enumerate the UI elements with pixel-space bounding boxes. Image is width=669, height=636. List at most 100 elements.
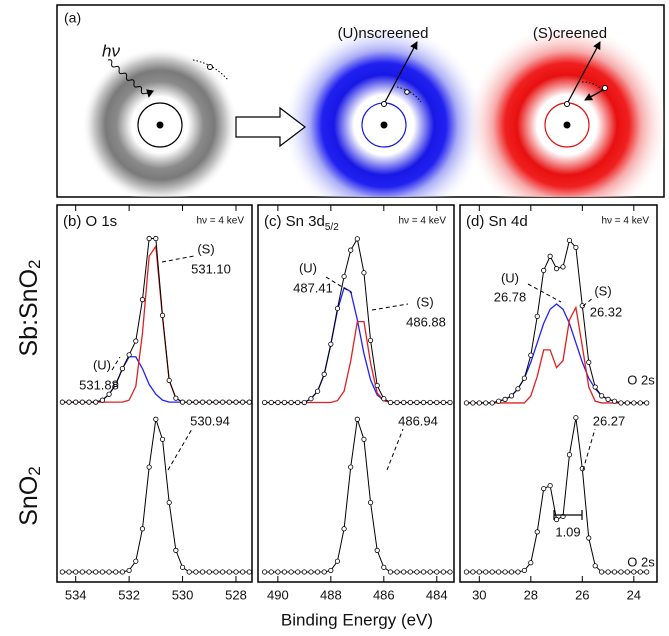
data-point (414, 569, 420, 575)
photoelectron-arrow (383, 41, 418, 105)
row-label-text: SnO (15, 476, 43, 526)
data-point (573, 244, 579, 251)
data-point (476, 569, 482, 575)
data-point (59, 569, 65, 575)
data-point (268, 399, 274, 406)
nucleus (156, 121, 164, 129)
panel-title-sub: 5/2 (325, 222, 339, 233)
data-point (159, 436, 166, 442)
panel-title: (c) Sn 3d5/2 (264, 213, 339, 233)
data-point (186, 569, 192, 575)
data-point (233, 399, 239, 405)
data-point (301, 569, 307, 575)
data-point (566, 452, 573, 458)
schematic (82, 25, 664, 197)
data-point (470, 569, 476, 575)
data-point (281, 569, 288, 575)
data-point (637, 569, 643, 575)
data-point (515, 569, 521, 575)
data-point (637, 400, 643, 406)
data-point (314, 388, 321, 394)
data-point (354, 416, 360, 422)
annotation: O 2s (627, 554, 655, 569)
electron (207, 64, 213, 70)
data-point (334, 558, 341, 564)
data-point (334, 305, 341, 312)
data-point (374, 382, 380, 389)
data-point (367, 337, 374, 344)
data-point (534, 529, 540, 535)
data-point (288, 399, 294, 406)
spectrum-plot (59, 416, 252, 575)
orbit-arc (396, 86, 422, 103)
spectrum-line (466, 417, 647, 573)
data-point (186, 399, 192, 405)
annotation: 486.88 (406, 314, 446, 329)
data-point (476, 400, 482, 406)
spectrum-line (466, 305, 647, 404)
data-point (502, 569, 508, 575)
panel-title-text: (d) Sn 4d (466, 213, 528, 230)
data-point (113, 381, 119, 387)
annotation: 26.78 (494, 289, 527, 304)
data-point (79, 399, 85, 405)
data-point (496, 398, 502, 404)
hole (564, 101, 570, 107)
panel-frame (56, 204, 253, 583)
data-point (463, 569, 470, 575)
annotation: (S) (197, 241, 214, 256)
data-point (489, 400, 495, 406)
unscreened-label: (U)nscreened (338, 25, 429, 42)
data-point (348, 247, 354, 253)
data-point (268, 569, 274, 575)
panel-title-text: (b) O 1s (63, 213, 117, 230)
data-point (240, 399, 246, 405)
data-point (447, 569, 453, 575)
data-point (401, 399, 407, 406)
data-point (618, 569, 624, 575)
data-point (240, 569, 246, 575)
x-tick-label: 484 (426, 587, 448, 602)
annotation: 486.94 (398, 413, 438, 428)
panel-frame (459, 204, 658, 583)
data-point (528, 352, 534, 358)
data-point (547, 253, 553, 259)
data-point (133, 338, 139, 344)
leader-line (161, 255, 195, 263)
annotation: 530.94 (190, 413, 230, 428)
data-point (401, 569, 407, 575)
data-point (624, 569, 630, 575)
data-point (541, 267, 547, 273)
panel-label: (a) (64, 10, 81, 26)
data-point (246, 399, 252, 405)
data-point (515, 386, 521, 392)
x-tick-label: 24 (627, 587, 641, 602)
leader-line (167, 428, 193, 471)
data-point (631, 569, 637, 575)
data-point (534, 313, 540, 319)
spectrum-plot (262, 236, 453, 406)
x-tick-label: 30 (472, 587, 486, 602)
row-label-text: Sb:SnO (15, 269, 43, 357)
data-point (233, 569, 239, 575)
annotation: 1.09 (555, 524, 580, 539)
data-point (59, 399, 65, 405)
x-tick-label: 532 (118, 587, 140, 602)
data-point (262, 569, 268, 575)
annotation: 26.32 (590, 304, 623, 319)
data-point (528, 560, 534, 566)
leader-line (325, 276, 353, 294)
data-point (321, 371, 327, 377)
data-point (288, 569, 294, 575)
data-point (440, 399, 447, 406)
panel-title-text: (c) Sn 3d (264, 213, 325, 230)
x-tick-label: 486 (373, 587, 395, 602)
spectrum-line (62, 419, 250, 573)
data-point (119, 569, 126, 575)
spectrum-line (264, 320, 451, 404)
data-point (434, 569, 440, 575)
spectrum-plot (463, 415, 650, 575)
red-ring (467, 25, 664, 197)
data-point (381, 396, 387, 402)
data-point (644, 400, 650, 406)
